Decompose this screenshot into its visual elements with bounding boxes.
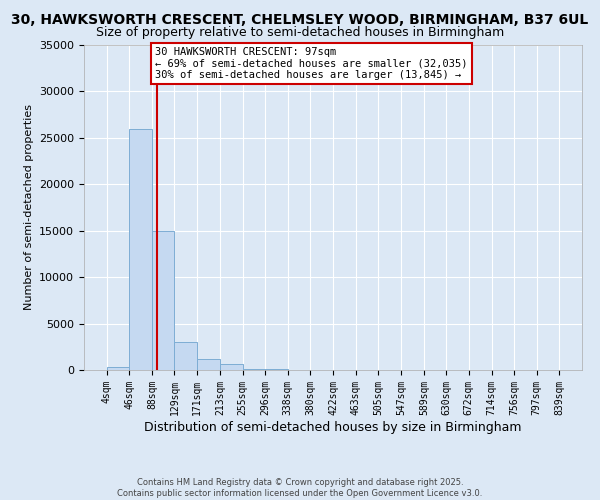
Bar [130,128,152,370]
Bar [152,230,175,370]
Text: 30, HAWKSWORTH CRESCENT, CHELMSLEY WOOD, BIRMINGHAM, B37 6UL: 30, HAWKSWORTH CRESCENT, CHELMSLEY WOOD,… [11,12,589,26]
Bar [220,364,243,370]
X-axis label: Distribution of semi-detached houses by size in Birmingham: Distribution of semi-detached houses by … [144,420,522,434]
Bar [197,359,220,370]
Text: Contains HM Land Registry data © Crown copyright and database right 2025.
Contai: Contains HM Land Registry data © Crown c… [118,478,482,498]
Bar [175,342,197,370]
Y-axis label: Number of semi-detached properties: Number of semi-detached properties [23,104,34,310]
Text: 30 HAWKSWORTH CRESCENT: 97sqm
← 69% of semi-detached houses are smaller (32,035): 30 HAWKSWORTH CRESCENT: 97sqm ← 69% of s… [155,47,467,80]
Text: Size of property relative to semi-detached houses in Birmingham: Size of property relative to semi-detach… [96,26,504,39]
Bar [107,367,130,370]
Bar [243,368,265,370]
